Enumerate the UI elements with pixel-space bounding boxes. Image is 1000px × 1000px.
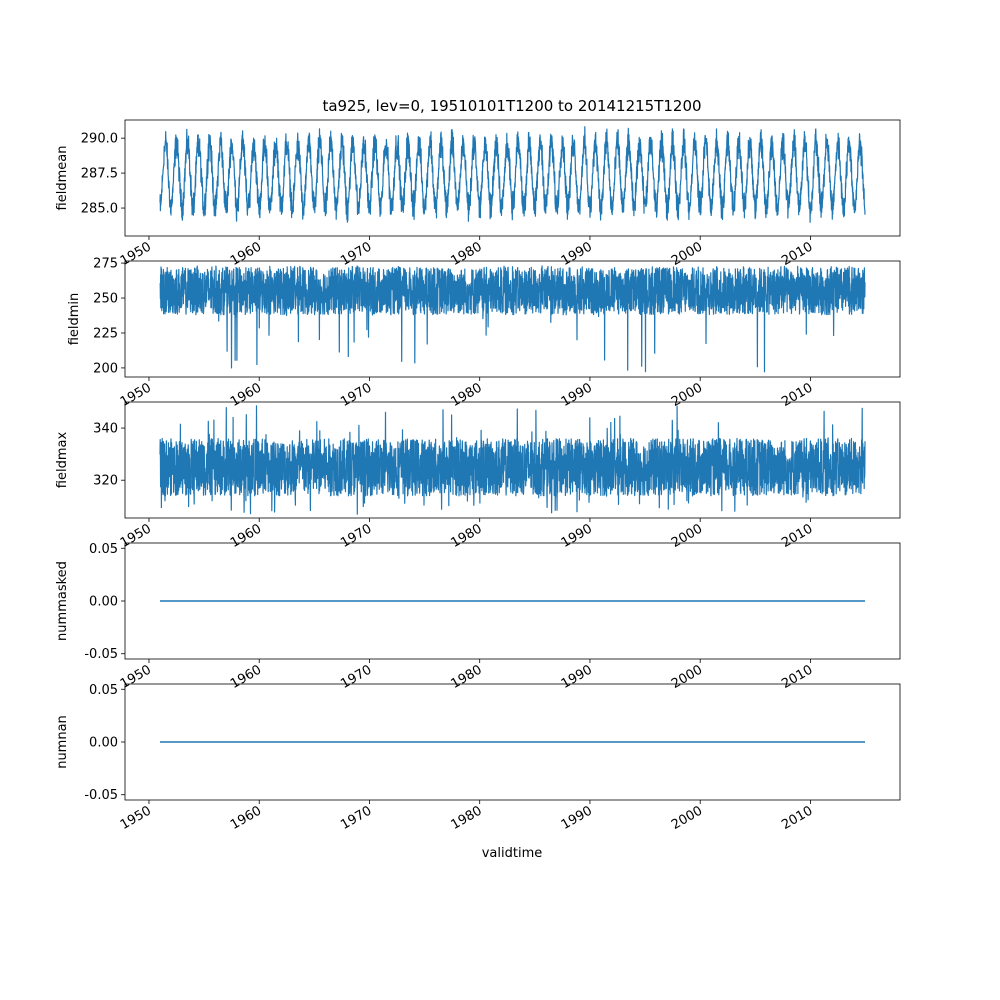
y-tick-label: 290.0	[81, 132, 118, 147]
x-tick-label: 2010	[779, 239, 815, 269]
panel-nummasked: 0.05 0.00 -0.05 nummasked 1950 1960 1970 1980 19…	[55, 542, 901, 692]
chart-title: ta925, lev=0, 19510101T1200 to 20141215T…	[322, 97, 701, 115]
axes-frame	[124, 401, 901, 519]
y-tick-label: -0.05	[84, 647, 118, 662]
y-tick-label: 200	[93, 361, 118, 376]
x-tick-label: 1990	[559, 380, 595, 410]
y-tick-label: 320	[93, 474, 118, 489]
x-tick-label: 1960	[228, 662, 264, 692]
x-tick-label: 2000	[669, 239, 705, 269]
y-tick-label: 287.5	[81, 167, 118, 182]
x-tick-label: 1980	[449, 239, 485, 269]
x-tick-label: 1960	[228, 521, 264, 551]
x-axis-label: validtime	[482, 846, 543, 861]
y-axis-label: nummasked	[55, 561, 70, 641]
x-tick-label: 2010	[779, 521, 815, 551]
panel-fieldmean: 285.0 287.5 290.0 fieldmean 1950 1960 1970 1980…	[55, 119, 901, 269]
x-tick-label: 2000	[669, 662, 705, 692]
x-tick-label: 1980	[449, 380, 485, 410]
y-tick-label: 0.00	[89, 595, 118, 610]
y-axis-label: fieldmean	[55, 146, 70, 211]
axes-frame	[124, 119, 901, 237]
x-tick-label: 1970	[338, 662, 374, 692]
y-tick-label: 285.0	[81, 202, 118, 217]
y-tick-label: -0.05	[84, 788, 118, 803]
x-tick-label: 1970	[338, 239, 374, 269]
x-tick-label: 1980	[449, 803, 485, 833]
y-tick-label: 225	[93, 326, 118, 341]
x-tick-label: 1990	[559, 239, 595, 269]
x-tick-label: 1950	[118, 239, 154, 269]
panels: 285.0 287.5 290.0 fieldmean 1950 1960 1970 1980…	[55, 119, 901, 833]
y-axis-label: fieldmax	[55, 432, 70, 489]
x-tick-label: 2000	[669, 380, 705, 410]
x-tick-label: 1970	[338, 803, 374, 833]
x-tick-label: 1950	[118, 380, 154, 410]
x-tick-label: 1980	[449, 662, 485, 692]
x-tick-label: 1960	[228, 380, 264, 410]
series-line-fieldmean	[159, 126, 866, 223]
y-tick-label: 340	[93, 422, 118, 437]
x-tick-label: 1970	[338, 521, 374, 551]
series-line-fieldmax	[159, 405, 866, 515]
x-tick-label: 1950	[118, 803, 154, 833]
series-line-fieldmin	[159, 265, 866, 373]
x-tick-label: 1990	[559, 521, 595, 551]
y-tick-label: 275	[93, 257, 118, 272]
panel-numnan: 0.05 0.00 -0.05 numnan 1950 1960 1970 1980 1990 2…	[55, 683, 901, 833]
axes-frame	[124, 260, 901, 378]
x-tick-label: 2000	[669, 803, 705, 833]
x-tick-label: 2000	[669, 521, 705, 551]
x-tick-label: 1950	[118, 521, 154, 551]
x-tick-label: 2010	[779, 803, 815, 833]
y-tick-label: 250	[93, 292, 118, 307]
x-tick-label: 1980	[449, 521, 485, 551]
y-tick-label: 0.05	[89, 683, 118, 698]
x-tick-label: 1960	[228, 239, 264, 269]
x-tick-label: 1970	[338, 380, 374, 410]
y-tick-label: 0.00	[89, 736, 118, 751]
x-tick-label: 2010	[779, 662, 815, 692]
panel-fieldmin: 200 225 250 275 fieldmin 1950 1960 1970 1980 1990…	[67, 257, 901, 410]
y-axis-label: numnan	[55, 715, 70, 769]
x-tick-label: 1990	[559, 662, 595, 692]
x-tick-label: 1960	[228, 803, 264, 833]
x-tick-label: 2010	[779, 380, 815, 410]
y-tick-label: 0.05	[89, 542, 118, 557]
panel-fieldmax: 320 340 fieldmax 1950 1960 1970 1980 1990 2000 20…	[55, 401, 901, 551]
y-axis-label: fieldmin	[67, 293, 82, 346]
x-tick-label: 1950	[118, 662, 154, 692]
x-tick-label: 1990	[559, 803, 595, 833]
